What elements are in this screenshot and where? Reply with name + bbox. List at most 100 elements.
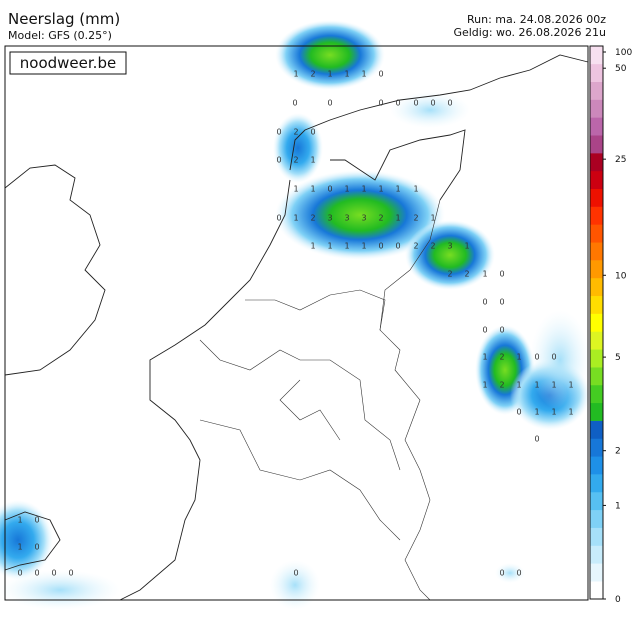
model: Model: GFS (0.25°): [8, 29, 112, 42]
colorbar-band: [590, 277, 603, 297]
grid-value: 1: [551, 381, 556, 390]
grid-value: 2: [413, 214, 418, 223]
borders: [199, 199, 441, 601]
coastlines: [4, 54, 589, 601]
colorbar-band: [590, 367, 603, 386]
map-frame: [4, 45, 589, 601]
grid-value: 0: [395, 242, 400, 251]
grid-value: 1: [293, 185, 298, 194]
grid-value: 1: [482, 270, 487, 279]
grid-value: 1: [293, 70, 298, 79]
colorbar-band: [590, 545, 603, 564]
colorbar-band: [590, 206, 603, 225]
grid-value: 0: [34, 516, 39, 525]
grid-value: 1: [568, 408, 573, 417]
grid-value: 0: [534, 353, 539, 362]
grid-value: 1: [344, 185, 349, 194]
grid-value: 0: [499, 326, 504, 335]
grid-value: 2: [430, 242, 435, 251]
title: Neerslag (mm): [8, 10, 120, 28]
colorbar-band: [590, 456, 603, 475]
grid-value: 1: [361, 242, 366, 251]
colorbar-band: [590, 242, 603, 261]
grid-value: 2: [378, 214, 383, 223]
grid-value: 1: [327, 242, 332, 251]
grid-value: 0: [378, 70, 383, 79]
grid-value: 2: [310, 214, 315, 223]
grid-value: 1: [395, 214, 400, 223]
grid-value: 3: [447, 242, 452, 251]
grid-value: 0: [482, 298, 487, 307]
grid-value: 3: [361, 214, 366, 223]
colorbar-band: [590, 313, 603, 332]
grid-value: 2: [310, 70, 315, 79]
colorbar-band: [590, 99, 603, 118]
grid-value: 0: [68, 569, 73, 578]
colorbar-tick-label: 100: [615, 48, 632, 58]
colorbar-tick-label: 5: [615, 353, 621, 363]
grid-value: 2: [464, 270, 469, 279]
colorbar-band: [590, 402, 603, 421]
grid-value: 0: [395, 99, 400, 108]
colorbar-band: [590, 491, 603, 511]
grid-value: 1: [361, 70, 366, 79]
grid-value: 1: [17, 543, 22, 552]
colorbar-tick-label: 50: [615, 64, 627, 74]
grid-value: 1: [310, 156, 315, 165]
grid-value: 1: [17, 516, 22, 525]
colorbar-band: [590, 295, 603, 314]
grid-value: 0: [499, 569, 504, 578]
grid-value: 0: [516, 408, 521, 417]
grid-value: 1: [344, 70, 349, 79]
colorbar-band: [590, 384, 603, 404]
grid-value: 0: [34, 543, 39, 552]
grid-value: 1: [464, 242, 469, 251]
grid-value: 1: [534, 381, 539, 390]
logo-box: [9, 51, 127, 75]
grid-value: 0: [292, 99, 297, 108]
run: Run: ma. 24.08.2026 00z: [467, 13, 606, 26]
colorbar-band: [590, 331, 603, 350]
grid-value: 1: [516, 381, 521, 390]
colorbar-tick-label: 2: [615, 447, 621, 457]
valid: Geldig: wo. 26.08.2026 21u: [453, 26, 606, 39]
grid-value: 1: [482, 353, 487, 362]
colorbar-band: [590, 260, 603, 279]
grid-value: 0: [413, 99, 418, 108]
grid-value: 1: [551, 408, 556, 417]
colorbar-band: [590, 438, 603, 457]
grid-value: 1: [378, 185, 383, 194]
grid-value: 0: [447, 99, 452, 108]
colorbar-tick-label: 25: [615, 155, 626, 165]
colorbar-band: [590, 581, 603, 600]
grid-value: 2: [447, 270, 452, 279]
grid-value: 0: [34, 569, 39, 578]
colorbar-band: [590, 170, 603, 190]
colorbar-tick-label: 10: [615, 271, 627, 281]
colorbar-band: [590, 527, 603, 546]
grid-value: 0: [310, 128, 315, 137]
colorbar-band: [590, 188, 603, 207]
grid-value: 0: [293, 569, 298, 578]
grid-value: 0: [430, 99, 435, 108]
precip-field: [0, 20, 590, 610]
colorbar-band: [590, 509, 603, 528]
grid-value: 1: [430, 214, 435, 223]
grid-value: 0: [499, 298, 504, 307]
colorbar-band: [590, 63, 603, 82]
grid-value: 0: [499, 270, 504, 279]
grid-value: 1: [344, 242, 349, 251]
colorbar-band: [590, 117, 603, 136]
grid-value: 1: [361, 185, 366, 194]
grid-value: 1: [534, 408, 539, 417]
colorbar-frame: [589, 45, 604, 600]
grid-value: 2: [499, 381, 504, 390]
colorbar-band: [590, 135, 603, 154]
grid-value: 3: [344, 214, 349, 223]
grid-value: 1: [310, 242, 315, 251]
grid-value: 1: [395, 185, 400, 194]
colorbar-band: [590, 563, 603, 582]
grid-value: 0: [276, 156, 281, 165]
colorbar-tick-label: 1: [615, 501, 621, 511]
